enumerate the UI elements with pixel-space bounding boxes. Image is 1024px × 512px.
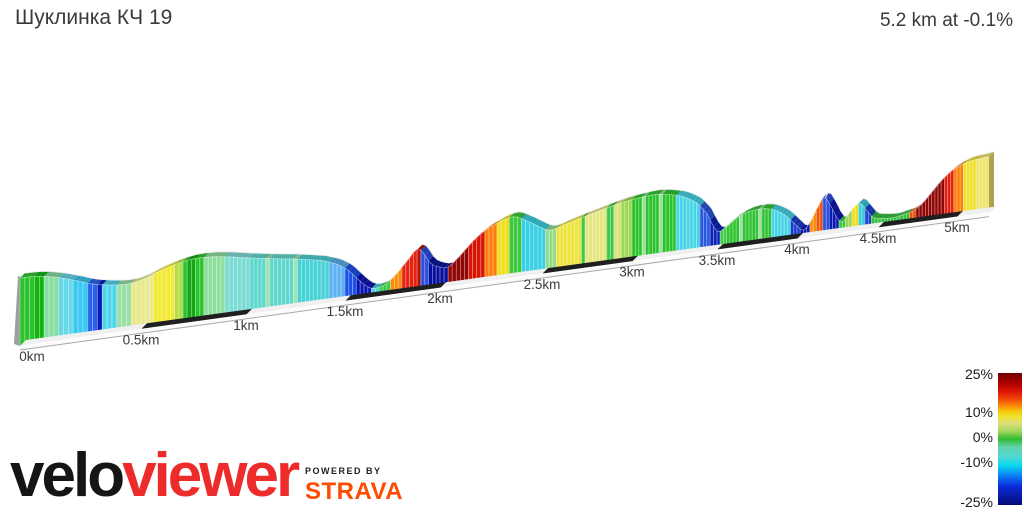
axis-label-0.5km: 0.5km bbox=[123, 332, 160, 347]
axis-label-2.5km: 2.5km bbox=[524, 277, 561, 292]
axis-label-3.5km: 3.5km bbox=[699, 253, 736, 268]
axis-label-1.5km: 1.5km bbox=[327, 304, 364, 319]
axis-label-3km: 3km bbox=[619, 265, 645, 280]
axis-label-5km: 5km bbox=[944, 220, 970, 235]
axis-label-2km: 2km bbox=[427, 291, 453, 306]
axis-label-4km: 4km bbox=[784, 242, 810, 257]
legend-tick-neg25: -25% bbox=[960, 494, 993, 510]
segment-title: Шуклинка КЧ 19 bbox=[15, 6, 173, 29]
legend-tick-10: 10% bbox=[964, 404, 993, 420]
veloviewer-logo[interactable]: veloviewer bbox=[10, 445, 300, 507]
axis-label-1km: 1km bbox=[233, 318, 259, 333]
legend-tick-0: 0% bbox=[972, 429, 993, 445]
powered-by-label: POWERED BY bbox=[305, 466, 382, 476]
legend-gradient-bar bbox=[998, 373, 1022, 505]
strava-logo: STRAVA bbox=[305, 478, 404, 505]
segment-summary: 5.2 km at -0.1% bbox=[879, 10, 1013, 31]
legend-tick-neg10: -10% bbox=[960, 454, 993, 470]
veloviewer-logo-viewer: viewer bbox=[122, 441, 300, 510]
veloviewer-logo-velo: velo bbox=[10, 441, 125, 510]
strava-attribution[interactable]: POWERED BY STRAVA bbox=[305, 466, 403, 506]
axis-label-0km: 0km bbox=[19, 349, 45, 364]
axis-label-4.5km: 4.5km bbox=[860, 231, 897, 246]
legend-tick-25: 25% bbox=[964, 366, 993, 382]
